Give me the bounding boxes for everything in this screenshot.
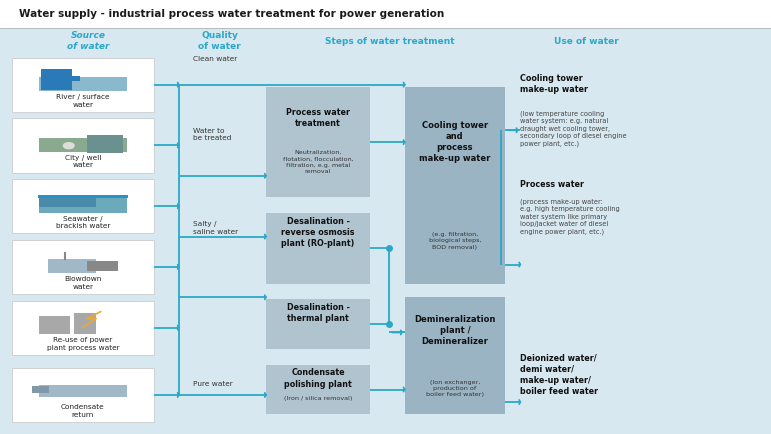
Text: (process make-up water:
e.g. high temperature cooling
water system like primary
: (process make-up water: e.g. high temper… — [520, 198, 620, 235]
FancyBboxPatch shape — [12, 368, 154, 422]
FancyBboxPatch shape — [12, 179, 154, 233]
FancyBboxPatch shape — [39, 197, 127, 213]
FancyBboxPatch shape — [42, 69, 72, 90]
FancyBboxPatch shape — [0, 0, 771, 28]
Text: Water to
be treated: Water to be treated — [193, 128, 231, 141]
Text: Salty /
saline water: Salty / saline water — [193, 221, 238, 235]
Text: Process water
treatment: Process water treatment — [286, 108, 350, 128]
Text: Pure water: Pure water — [193, 381, 233, 387]
FancyBboxPatch shape — [39, 197, 96, 207]
FancyBboxPatch shape — [39, 138, 127, 152]
Text: Deionized water/
demi water/
make-up water/
boiler feed water: Deionized water/ demi water/ make-up wat… — [520, 354, 598, 396]
Text: Blowdown
water: Blowdown water — [64, 276, 102, 290]
FancyBboxPatch shape — [32, 386, 49, 393]
Text: Demineralization
plant /
Demineralizer: Demineralization plant / Demineralizer — [414, 315, 496, 346]
FancyBboxPatch shape — [87, 261, 118, 271]
Text: Neutralization,
flotation, flocculation,
filtration, e.g. metal
removal: Neutralization, flotation, flocculation,… — [283, 150, 353, 174]
FancyBboxPatch shape — [69, 76, 80, 81]
Text: (low temperature cooling
water system: e.g. natural
draught wet cooling tower,
s: (low temperature cooling water system: e… — [520, 110, 627, 147]
Text: Cooling tower
make-up water: Cooling tower make-up water — [520, 74, 588, 94]
Text: River / surface
water: River / surface water — [56, 94, 109, 108]
FancyBboxPatch shape — [405, 87, 505, 284]
Text: (Iron / silica removal): (Iron / silica removal) — [284, 396, 352, 401]
FancyBboxPatch shape — [39, 316, 69, 334]
FancyBboxPatch shape — [405, 297, 505, 414]
Text: Condensate
return: Condensate return — [61, 404, 105, 418]
Text: Re-use of power
plant process water: Re-use of power plant process water — [46, 337, 120, 351]
Text: Source
of water: Source of water — [67, 31, 110, 51]
Text: Steps of water treatment: Steps of water treatment — [325, 37, 454, 46]
FancyBboxPatch shape — [48, 259, 96, 273]
Text: Process water: Process water — [520, 180, 584, 189]
Text: City / well
water: City / well water — [65, 155, 101, 168]
FancyBboxPatch shape — [39, 77, 127, 91]
FancyBboxPatch shape — [39, 385, 127, 397]
Text: Use of water: Use of water — [554, 37, 618, 46]
FancyBboxPatch shape — [12, 301, 154, 355]
Text: Condensate
polishing plant: Condensate polishing plant — [284, 368, 352, 388]
Text: Desalination -
thermal plant: Desalination - thermal plant — [287, 303, 349, 323]
FancyBboxPatch shape — [38, 195, 128, 198]
FancyBboxPatch shape — [12, 118, 154, 172]
FancyBboxPatch shape — [87, 135, 123, 153]
Text: Water supply - industrial process water treatment for power generation: Water supply - industrial process water … — [19, 9, 445, 20]
FancyBboxPatch shape — [266, 87, 370, 197]
FancyBboxPatch shape — [74, 313, 96, 334]
Circle shape — [63, 143, 74, 149]
FancyBboxPatch shape — [266, 299, 370, 349]
Text: Cooling tower
and
process
make-up water: Cooling tower and process make-up water — [419, 121, 490, 163]
Text: (Ion exchanger,
production of
boiler feed water): (Ion exchanger, production of boiler fee… — [426, 380, 484, 398]
FancyBboxPatch shape — [12, 57, 154, 112]
Text: Desalination -
reverse osmosis
plant (RO-plant): Desalination - reverse osmosis plant (RO… — [281, 217, 355, 248]
FancyBboxPatch shape — [266, 365, 370, 414]
Text: Quality
of water: Quality of water — [198, 31, 241, 51]
FancyBboxPatch shape — [12, 240, 154, 294]
Text: (e.g. filtration,
biological steps,
BOD removal): (e.g. filtration, biological steps, BOD … — [429, 232, 481, 250]
Text: Seawater /
brackish water: Seawater / brackish water — [56, 216, 110, 229]
FancyBboxPatch shape — [266, 213, 370, 284]
Text: Clean water: Clean water — [193, 56, 237, 62]
